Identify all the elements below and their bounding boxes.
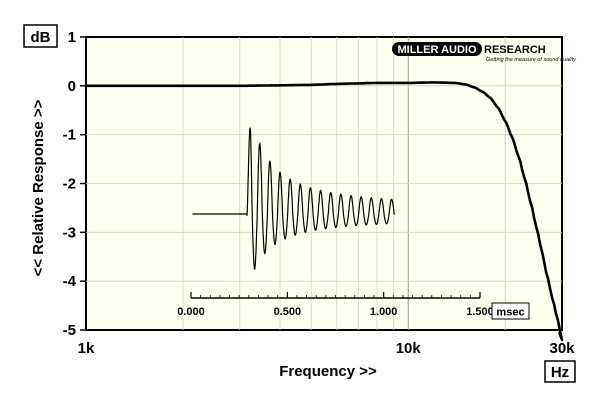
inset-tick-label: 1.500 <box>466 306 494 318</box>
y-tick-label: -1 <box>63 127 76 144</box>
svg-text:MILLER AUDIO: MILLER AUDIO <box>397 44 476 56</box>
x-tick-label: 10k <box>396 340 422 357</box>
miller-audio-research-logo: MILLER AUDIO RESEARCH Getting the measur… <box>392 42 577 63</box>
y-tick-label: -3 <box>63 224 76 241</box>
y-unit-box <box>23 24 58 48</box>
svg-text:RESEARCH: RESEARCH <box>484 44 546 56</box>
y-tick-label: -2 <box>63 176 76 193</box>
x-tick-label: 1k <box>78 340 95 357</box>
inset-ticks: 0.000 0.500 1.000 1.500 <box>177 292 494 318</box>
frequency-response-curve <box>86 81 564 342</box>
inset-tick-label: 0.500 <box>274 306 302 318</box>
grid <box>86 37 562 330</box>
x-unit-label: Hz <box>551 364 569 381</box>
impulse-response-inset: 0.000 0.500 1.000 1.500 msec <box>177 126 530 320</box>
inset-tick-label: 1.000 <box>370 306 398 318</box>
inset-unit-box <box>491 302 530 320</box>
y-axis-title: << Relative Response >> <box>30 99 47 276</box>
x-unit-box <box>544 360 576 383</box>
svg-text:Getting the measure of sound q: Getting the measure of sound quality <box>486 57 577 63</box>
y-tick-label: -5 <box>63 322 76 339</box>
inset-unit-label: msec <box>496 307 524 319</box>
y-tick-label: 1 <box>68 29 76 46</box>
x-axis-title: Frequency >> <box>279 363 377 380</box>
y-unit-label: dB <box>31 29 51 46</box>
y-axis-ticks: 1 0 -1 -2 -3 -4 -5 <box>63 29 86 339</box>
impulse-response-curve <box>192 126 395 271</box>
y-tick-label: -4 <box>63 273 77 290</box>
inset-tick-label: 0.000 <box>177 306 205 318</box>
x-axis-ticks: 1k 10k 30k <box>78 340 576 357</box>
x-tick-label: 30k <box>549 340 575 357</box>
y-tick-label: 0 <box>68 78 76 95</box>
